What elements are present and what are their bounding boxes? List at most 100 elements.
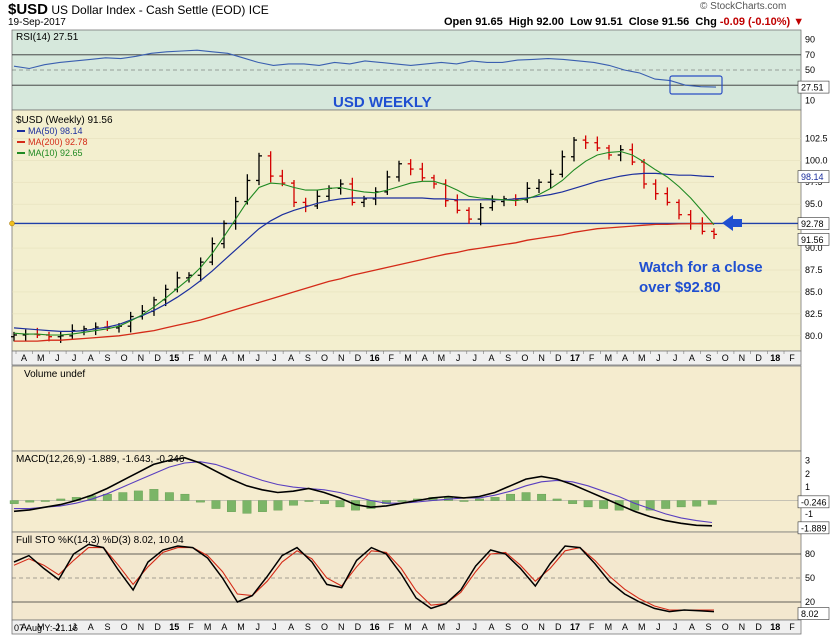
x-axis-label-bottom: J xyxy=(673,622,678,632)
ma50-last-value: 98.14 xyxy=(801,172,824,182)
price-bar xyxy=(594,136,601,152)
price-bar xyxy=(291,180,297,208)
ma200-last-value: 92.78 xyxy=(801,219,824,229)
close-value: 91.56 xyxy=(661,16,690,28)
x-axis-label: J xyxy=(673,353,678,363)
macd-tick-label: -1 xyxy=(805,509,813,519)
symbol: $USD xyxy=(8,1,49,18)
price-bar xyxy=(617,145,624,162)
price-bar xyxy=(489,195,496,211)
price-tick-label: 87.5 xyxy=(805,265,823,275)
x-axis-label: D xyxy=(355,353,362,363)
sto-legend: Full STO %K(14,3) %D(3) 8.02, 10.04 xyxy=(16,535,184,546)
down-triangle-icon: ▼ xyxy=(793,16,805,28)
annotation-line-1: Watch for a close xyxy=(639,259,763,276)
rsi-last-value: 27.51 xyxy=(801,83,824,93)
x-axis-label-bottom: S xyxy=(104,622,110,632)
high-value: 92.00 xyxy=(536,16,564,28)
x-axis-label: N xyxy=(338,353,345,363)
x-axis-label: A xyxy=(88,353,94,363)
x-axis-label-bottom: D xyxy=(555,622,562,632)
x-axis-label-bottom: S xyxy=(706,622,712,632)
ohlc-readout: Open 91.65 High 92.00 Low 91.51 Close 91… xyxy=(444,16,804,28)
x-axis-label-bottom: M xyxy=(438,622,446,632)
x-axis-label-bottom: S xyxy=(305,622,311,632)
price-tick-label: 100.0 xyxy=(805,155,828,165)
x-axis-label-bottom: M xyxy=(237,622,245,632)
x-axis-label-bottom: D xyxy=(355,622,362,632)
price-bar xyxy=(582,135,589,149)
price-bar xyxy=(652,179,659,200)
chg-label: Chg xyxy=(695,16,717,28)
price-bar xyxy=(209,237,216,266)
macd-hist-bar xyxy=(630,500,640,511)
macd-hist-last-value: -0.246 xyxy=(801,497,827,507)
macd-hist-bar xyxy=(583,500,593,508)
price-bar xyxy=(384,170,391,195)
x-axis-band xyxy=(11,350,802,366)
ma50-last-value-box xyxy=(797,170,830,183)
macd-hist-bar xyxy=(397,500,407,502)
x-axis-label: J xyxy=(255,353,260,363)
price-tick-label: 90.0 xyxy=(805,243,823,253)
price-bar xyxy=(536,179,542,194)
x-axis-label: N xyxy=(138,353,145,363)
price-bar xyxy=(676,199,682,220)
chart-date: 19-Sep-2017 xyxy=(8,17,66,28)
x-axis-label: O xyxy=(722,353,729,363)
macd-hist-bar xyxy=(707,500,717,505)
price-bar xyxy=(466,207,472,224)
x-axis-label: J xyxy=(55,353,60,363)
x-axis-label: A xyxy=(689,353,695,363)
macd-hist-bar xyxy=(568,500,578,504)
x-axis-band-bottom xyxy=(11,619,802,635)
x-axis-label-bottom: F xyxy=(389,622,395,632)
ma10-line xyxy=(13,150,715,336)
macd-hist-bar xyxy=(133,490,143,501)
x-axis-label-bottom: N xyxy=(739,622,746,632)
x-axis-label: M xyxy=(438,353,446,363)
ma200-last-value-box xyxy=(797,217,830,230)
x-axis-label-bottom: A xyxy=(689,622,695,632)
x-axis-label-bottom: J xyxy=(456,622,461,632)
x-axis-label-bottom: J xyxy=(272,622,277,632)
x-axis-label-bottom: O xyxy=(321,622,328,632)
rsi-tick-label: 70 xyxy=(805,50,815,60)
x-axis-label: A xyxy=(622,353,628,363)
price-tick-label: 85.0 xyxy=(805,287,823,297)
price-bar xyxy=(396,160,402,182)
x-axis-label: O xyxy=(121,353,128,363)
x-axis-label-bottom: A xyxy=(221,622,227,632)
x-axis-label: 18 xyxy=(770,353,780,363)
price-bar xyxy=(559,150,566,178)
x-axis-label: M xyxy=(404,353,412,363)
macd-hist-bar xyxy=(9,500,19,504)
x-axis-label-bottom: F xyxy=(789,622,795,632)
macd-last-value: -1.889 xyxy=(801,523,827,533)
macd-hist-bar xyxy=(661,500,671,509)
resistance-line-marker xyxy=(9,220,15,227)
x-axis-label-bottom: J xyxy=(255,622,260,632)
price-tick-label: 95.0 xyxy=(805,199,823,209)
rsi-legend: RSI(14) 27.51 xyxy=(16,32,79,43)
x-axis-label-bottom: M xyxy=(204,622,212,632)
macd-hist-bar xyxy=(692,500,702,507)
price-bar xyxy=(711,228,717,240)
sto-tick-label: 80 xyxy=(805,549,815,559)
x-axis-label-bottom: O xyxy=(722,622,729,632)
macd-hist-bar xyxy=(195,500,205,503)
macd-hist-bar xyxy=(475,498,484,501)
x-axis-label: J xyxy=(473,353,478,363)
rsi-tick-label: 90 xyxy=(805,35,815,45)
stockcharts-logo: © StockCharts.com xyxy=(700,1,787,12)
legend-ma10: MA(10) 92.65 xyxy=(28,148,83,158)
x-axis-label-bottom: 18 xyxy=(770,622,780,632)
x-axis-label-bottom: D xyxy=(755,622,762,632)
price-title: USD WEEKLY xyxy=(333,94,432,111)
macd-signal-line xyxy=(14,461,713,524)
annotation-arrow-icon xyxy=(722,215,742,231)
x-axis-label-bottom: A xyxy=(288,622,294,632)
x-axis-label-bottom: J xyxy=(656,622,661,632)
macd-tick-label: 2 xyxy=(805,469,810,479)
price-bar xyxy=(197,257,204,282)
